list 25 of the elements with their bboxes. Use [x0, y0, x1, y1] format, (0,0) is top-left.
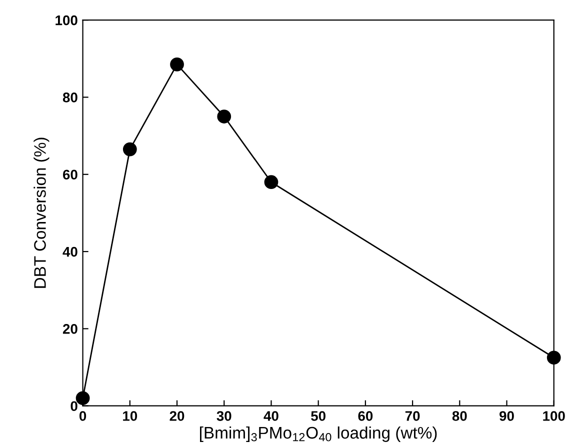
x-tick-label: 0 [79, 411, 86, 421]
y-tick-label: 40 [62, 246, 78, 257]
y-tick-label: 60 [62, 170, 78, 180]
x-tick-label: 90 [500, 411, 514, 421]
x-tick-label: 60 [358, 411, 373, 421]
y-axis-title: DBT Conversion (%) [34, 138, 50, 288]
y-tick-label: 0 [70, 401, 78, 412]
x-tick-label: 40 [264, 411, 278, 421]
x-tick-label: 100 [543, 411, 565, 421]
point [76, 391, 90, 406]
x-tick-label: 70 [405, 411, 420, 421]
y-tick-label: 100 [56, 15, 78, 26]
x-tick-label: 20 [170, 411, 184, 421]
point [170, 57, 184, 72]
y-tick-label: 20 [62, 324, 78, 334]
x-axis-title: [Bmim]$_{3}$PMo$_{12}$O$_{40}$ loading (wt%) [200, 426, 437, 442]
x-tick-label: 80 [452, 411, 467, 421]
x-tick-label: 50 [311, 411, 326, 421]
point [122, 142, 137, 156]
x-tick-label: 10 [123, 411, 138, 421]
x-tick-label: 30 [216, 411, 232, 421]
y-tick-label: 80 [62, 92, 78, 102]
point [264, 175, 278, 190]
point [546, 350, 561, 365]
point [217, 110, 232, 124]
